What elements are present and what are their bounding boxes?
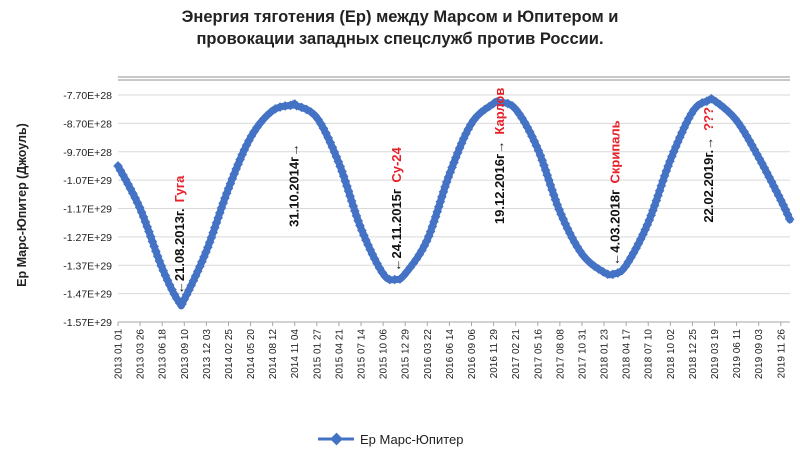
annotation-date: 22.02.2019г.→ xyxy=(701,137,716,223)
x-tick-label: 2014 11 04 xyxy=(290,329,301,379)
series-marker xyxy=(784,214,795,224)
chart-title: Энергия тяготения (Ер) между Марсом и Юп… xyxy=(0,6,800,50)
x-tick-label: 2019 09 03 xyxy=(754,329,765,379)
x-tick-label: 2016 03 22 xyxy=(423,329,434,379)
annotation-date: 31.10.2014г→ xyxy=(287,143,302,226)
x-tick-label: 2018 04 17 xyxy=(622,329,633,379)
x-tick-label: 2017 08 08 xyxy=(555,329,566,379)
legend-swatch-marker xyxy=(330,432,343,446)
annotation: 22.02.2019г.→??? xyxy=(701,107,716,223)
legend-label: Ер Марс-Юпитер xyxy=(360,432,463,447)
legend: Ер Марс-Юпитер xyxy=(318,432,463,447)
y-tick-label: -1.57E+29 xyxy=(63,317,112,329)
x-tick-label: 2018 01 23 xyxy=(600,329,611,379)
x-tick-label: 2014 05 20 xyxy=(246,329,257,379)
x-tick-label: 2015 01 27 xyxy=(312,329,323,379)
y-tick-label: -1.07E+29 xyxy=(63,175,112,187)
annotation-event: Скрипаль xyxy=(608,120,623,183)
x-tick-label: 2019 06 11 xyxy=(732,329,743,379)
series-layer xyxy=(113,93,795,310)
annotation-event: ??? xyxy=(701,107,716,131)
annotation-event: Карлов xyxy=(492,88,507,135)
x-tick-label: 2015 12 29 xyxy=(401,329,412,379)
gridlines xyxy=(118,76,790,323)
x-tick-label: 2015 10 06 xyxy=(379,329,390,379)
x-tick-label: 2016 06 14 xyxy=(445,329,456,379)
annotation-date: ←4.03.2018г xyxy=(608,189,623,266)
annotation: 31.10.2014г→ xyxy=(287,143,302,226)
annotation: ←24.11.2015г Су-24 xyxy=(389,146,404,271)
x-tick-label: 2018 12 25 xyxy=(688,329,699,379)
x-tick-label: 2013 09 10 xyxy=(180,329,191,379)
y-tick-label: -1.27E+29 xyxy=(63,232,112,244)
x-tick-label: 2018 07 10 xyxy=(644,329,655,379)
y-tick-label: -1.47E+29 xyxy=(63,289,112,301)
annotation-date: ←24.11.2015г xyxy=(389,188,404,271)
chart-title-line-1: Энергия тяготения (Ер) между Марсом и Юп… xyxy=(181,8,619,26)
annotation-event: Гуга xyxy=(172,175,187,203)
annotation-label: ←4.03.2018г Скрипаль xyxy=(608,120,623,265)
chart-title-line-2: провокации западных спецслужб против Рос… xyxy=(196,30,604,48)
x-tick-label: 2013 12 03 xyxy=(202,329,213,379)
annotation-label: 19.12.2016г→ Карлов xyxy=(492,88,507,224)
y-tick-label: -8.70E+28 xyxy=(63,118,112,130)
annotation-label: ←24.11.2015г Су-24 xyxy=(389,146,404,271)
x-tick-label: 2014 08 12 xyxy=(268,329,279,379)
x-tick-label: 2015 04 21 xyxy=(334,329,345,379)
annotation-label: 22.02.2019г.→??? xyxy=(701,107,716,223)
x-tick-label: 2017 10 31 xyxy=(577,329,588,379)
annotation-label: ←21.08.2013г. Гуга xyxy=(172,175,187,294)
x-tick-label: 2016 11 29 xyxy=(489,329,500,379)
series-line xyxy=(114,95,794,310)
annotation-event: Су-24 xyxy=(389,146,404,182)
x-axis: 2013 01 01 2013 03 26 2013 06 18 2013 09 10… xyxy=(114,321,790,379)
y-tick-label: -9.70E+28 xyxy=(63,147,112,159)
annotation-date: 19.12.2016г→ xyxy=(492,141,507,224)
y-tick-label: -1.37E+29 xyxy=(63,260,112,272)
x-tick-label: 2015 07 14 xyxy=(357,329,368,379)
y-axis: -7.70E+28 -8.70E+28 -9.70E+28 -1.07E+29 -1.1… xyxy=(63,90,112,329)
annotation: 19.12.2016г→ Карлов xyxy=(492,88,507,224)
x-tick-label: 2019 03 19 xyxy=(710,329,721,379)
y-tick-label: -7.70E+28 xyxy=(63,90,112,102)
x-tick-label: 2017 05 16 xyxy=(533,329,544,379)
series-marker xyxy=(602,269,613,280)
x-tick-label: 2017 02 21 xyxy=(511,329,522,379)
annotation: ←4.03.2018г Скрипаль xyxy=(608,120,623,265)
y-tick-label: -1.17E+29 xyxy=(63,204,112,216)
annotations-layer: ←21.08.2013г. Гуга 31.10.2014г→ ←24.11.2015… xyxy=(172,88,716,294)
x-tick-label: 2013 06 18 xyxy=(158,329,169,379)
x-tick-label: 2016 09 06 xyxy=(467,329,478,379)
annotation-label: 31.10.2014г→ xyxy=(287,143,302,226)
annotation-date: ←21.08.2013г. xyxy=(172,208,187,294)
x-tick-label: 2019 11 26 xyxy=(776,329,787,379)
annotation: ←21.08.2013г. Гуга xyxy=(172,175,187,294)
x-tick-label: 2013 01 01 xyxy=(114,329,125,379)
x-tick-label: 2018 10 02 xyxy=(666,329,677,379)
x-tick-label: 2013 03 26 xyxy=(136,329,147,379)
x-tick-label: 2014 02 25 xyxy=(224,329,235,379)
y-axis-label: Ер Марс-Юпитер (Джоуль) xyxy=(15,123,29,287)
